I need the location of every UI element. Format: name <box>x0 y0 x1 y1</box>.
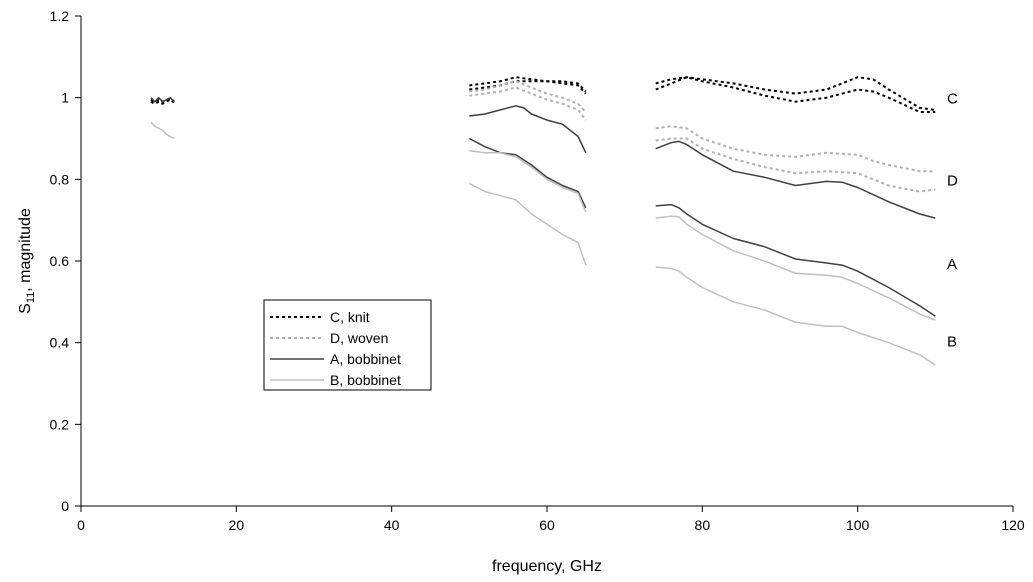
series-d-woven <box>469 80 936 193</box>
series-c-knit <box>150 76 936 113</box>
ticks: 0 20 40 60 80 100 120 0 0.2 0.4 0.6 0.8 1 1.2 <box>50 8 1025 533</box>
y-axis-title-rest: , magnitude <box>17 208 34 292</box>
series-line-c-knit <box>655 76 936 113</box>
y-tick-label: 0 <box>61 498 69 514</box>
series-line-b-bobbinet <box>468 182 587 266</box>
y-tick-label: 1.2 <box>50 8 70 24</box>
legend-item: A, bobbinet <box>270 351 401 367</box>
x-axis-title: frequency, GHz <box>492 558 602 575</box>
y-axis-title-main: S <box>17 303 34 314</box>
series-line-c-knit <box>469 76 587 93</box>
series-line-d-woven <box>469 80 587 113</box>
series-line-a-bobbinet <box>468 137 587 209</box>
legend-item: D, woven <box>270 330 388 346</box>
x-tick-label: 100 <box>846 517 870 533</box>
series-end-label: D <box>947 172 958 189</box>
y-tick-label: 0.2 <box>50 416 70 432</box>
axes <box>80 16 1013 507</box>
y-tick-label: 1 <box>61 90 69 106</box>
legend-label: D, woven <box>330 330 388 346</box>
series-line-a-bobbinet <box>655 140 936 219</box>
series-line-b-bobbinet <box>655 266 936 366</box>
series-line-a-bobbinet <box>150 96 175 103</box>
series-line-a-bobbinet <box>469 105 587 154</box>
series-line-b-bobbinet <box>150 121 175 140</box>
legend-items: C, knit D, woven A, bobbinet B, bobbinet <box>270 309 401 388</box>
series-end-label: C <box>947 91 958 108</box>
x-tick-label: 80 <box>695 517 711 533</box>
series-line-a-bobbinet <box>655 203 936 317</box>
legend-item: B, bobbinet <box>270 372 401 388</box>
x-tick-label: 60 <box>539 517 555 533</box>
legend-item: C, knit <box>270 309 370 325</box>
series-line-c-knit <box>655 76 936 111</box>
series-line-d-woven <box>655 125 936 173</box>
x-tick-label: 0 <box>77 517 85 533</box>
series-line-c-knit <box>150 98 175 105</box>
series-line-d-woven <box>469 86 587 121</box>
series-end-labels: C D A B <box>947 91 958 351</box>
legend-box <box>263 299 432 391</box>
legend: C, knit D, woven A, bobbinet B, bobbinet <box>263 299 432 391</box>
x-tick-label: 20 <box>229 517 245 533</box>
series-b-bobbinet <box>150 121 936 366</box>
series-end-label: B <box>947 334 957 351</box>
legend-label: C, knit <box>330 309 370 325</box>
series-line-d-woven <box>655 137 936 193</box>
y-axis-title-subscript: 11 <box>25 292 37 303</box>
y-tick-label: 0.6 <box>50 253 70 269</box>
y-tick-label: 0.4 <box>50 335 70 351</box>
series-line-c-knit <box>469 80 587 95</box>
legend-label: B, bobbinet <box>330 372 401 388</box>
series-a-bobbinet <box>150 96 936 317</box>
series-end-label: A <box>947 256 957 273</box>
series-layer <box>150 76 936 366</box>
series-line-b-bobbinet <box>655 215 936 321</box>
y-axis-title: S11, magnitude <box>17 208 37 314</box>
series-line-b-bobbinet <box>469 150 587 213</box>
x-tick-label: 120 <box>1001 517 1025 533</box>
legend-label: A, bobbinet <box>330 351 401 367</box>
y-tick-label: 0.8 <box>50 171 70 187</box>
x-tick-label: 40 <box>384 517 400 533</box>
